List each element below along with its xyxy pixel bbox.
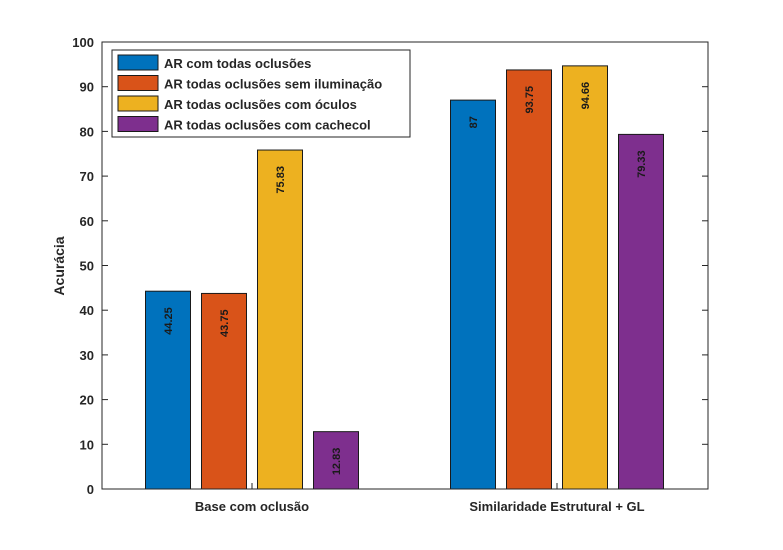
bar-data-label: 87 [468,116,480,128]
y-tick-label: 60 [80,214,94,229]
legend-entry: AR todas oclusões com óculos [164,97,357,112]
x-axis: Base com oclusão Similaridade Estrutural … [195,483,645,514]
bar-data-label: 12.83 [331,448,343,476]
legend-swatch [117,75,159,91]
y-axis-label: Acurácia [51,236,67,295]
y-tick-label: 20 [80,393,94,408]
bar [562,65,608,490]
y-tick-label: 80 [80,124,94,139]
legend-entry: AR todas oclusões sem iluminação [164,77,382,92]
bar [450,99,496,490]
bar-data-label: 79.33 [636,150,648,178]
bar-data-label: 43.75 [219,309,231,337]
bar-data-label: 94.66 [580,82,592,110]
x-tick-label: Base com oclusão [195,499,309,514]
legend-entry: AR todas oclusões com cachecol [164,118,371,133]
legend-swatch [117,95,159,112]
bar [257,149,303,490]
bar-data-label: 93.75 [524,86,536,114]
axes-box [101,41,709,490]
legend-box [111,49,411,138]
y-tick-label: 10 [80,437,94,452]
bars [145,65,664,490]
y-tick-label: 100 [72,35,94,50]
y-tick-label: 50 [80,259,94,274]
bar [506,69,552,490]
bar [313,431,359,490]
legend: AR com todas oclusões AR todas oclusões s… [111,49,411,138]
y-tick-label: 40 [80,303,94,318]
y-tick-label: 70 [80,169,94,184]
bar [145,290,191,490]
bar-data-label: 75.83 [275,166,287,194]
legend-entry: AR com todas oclusões [164,56,311,71]
y-tick-label: 0 [87,482,94,497]
legend-swatch [117,116,159,132]
bar-data-label: 44.25 [163,307,175,335]
y-tick-label: 30 [80,348,94,363]
x-tick-label: Similaridade Estrutural + GL [469,499,644,514]
bar [201,292,247,490]
bar [618,133,664,490]
legend-swatch [117,54,159,71]
data-labels: 44.25 43.75 75.83 12.83 87 93.75 94.66 79.33 [163,82,648,475]
y-tick-label: 90 [80,80,94,95]
y-axis: 0 10 20 30 40 50 60 70 80 90 100 [72,35,708,497]
